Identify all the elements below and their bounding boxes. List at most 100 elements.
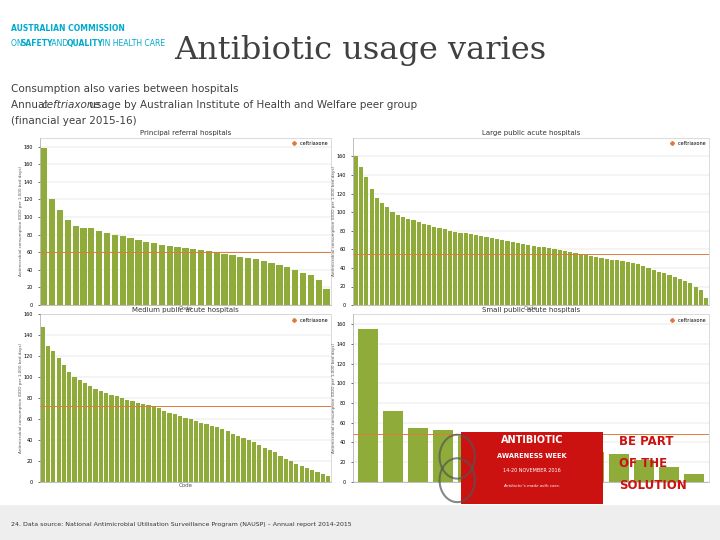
Bar <box>693 287 698 305</box>
Bar <box>57 210 63 305</box>
Bar <box>273 453 277 482</box>
Bar <box>189 419 193 482</box>
Bar <box>364 177 369 305</box>
Y-axis label: Antimicrobial consumption (DDD per 1,000 bed days): Antimicrobial consumption (DDD per 1,000… <box>332 343 336 453</box>
Bar <box>401 217 405 305</box>
Bar <box>559 450 579 482</box>
Text: OF THE: OF THE <box>619 457 667 470</box>
Bar <box>204 424 209 482</box>
Bar <box>417 222 420 305</box>
Bar <box>683 281 688 305</box>
Bar <box>199 423 203 482</box>
Bar <box>453 232 457 305</box>
Bar <box>406 219 410 305</box>
Bar <box>358 329 378 482</box>
Bar <box>464 233 468 305</box>
X-axis label: Code: Code <box>179 307 192 312</box>
Bar <box>584 255 588 305</box>
Bar <box>542 247 546 305</box>
Bar <box>647 268 651 305</box>
Bar <box>485 237 489 305</box>
Legend:   ceftriaxone: ceftriaxone <box>669 317 707 323</box>
Bar <box>190 249 197 305</box>
Bar <box>231 434 235 482</box>
Bar <box>261 261 267 305</box>
Bar <box>443 229 447 305</box>
Text: (financial year 2015-16): (financial year 2015-16) <box>11 116 136 126</box>
Bar <box>579 254 582 305</box>
Bar <box>222 254 228 305</box>
Bar <box>220 429 225 482</box>
Bar <box>573 253 577 305</box>
Bar <box>490 238 494 305</box>
Bar <box>480 237 483 305</box>
Bar <box>469 234 473 305</box>
Bar <box>610 260 614 305</box>
FancyBboxPatch shape <box>461 431 603 504</box>
Bar <box>621 261 624 305</box>
Bar <box>184 418 187 482</box>
Bar <box>166 246 173 305</box>
Bar <box>615 260 619 305</box>
Text: SOLUTION: SOLUTION <box>619 478 687 491</box>
Bar <box>182 248 189 305</box>
Bar <box>94 389 98 482</box>
Bar <box>135 240 142 305</box>
Bar <box>667 275 672 305</box>
Text: ANTIBIOTIC: ANTIBIOTIC <box>500 435 563 445</box>
Title: Small public acute hospitals: Small public acute hospitals <box>482 307 580 313</box>
Bar <box>120 398 124 482</box>
Bar <box>157 408 161 482</box>
Text: ceftriaxone: ceftriaxone <box>41 100 100 110</box>
Bar <box>678 279 682 305</box>
Bar <box>173 414 177 482</box>
Bar <box>672 277 677 305</box>
Bar <box>96 231 102 305</box>
Bar <box>83 383 87 482</box>
Bar <box>120 237 126 305</box>
Bar <box>292 270 298 305</box>
Bar <box>245 259 251 305</box>
Text: AWARENESS WEEK: AWARENESS WEEK <box>497 453 567 459</box>
Bar <box>206 251 212 305</box>
Bar <box>609 454 629 482</box>
Bar <box>552 249 557 305</box>
Bar <box>626 262 630 305</box>
Bar <box>276 266 282 305</box>
Bar <box>305 468 309 482</box>
Bar <box>432 227 436 305</box>
Y-axis label: Antimicrobial consumption (DDD per 1,000 bed days): Antimicrobial consumption (DDD per 1,000… <box>19 343 22 453</box>
Bar <box>141 404 145 482</box>
Bar <box>396 215 400 305</box>
Bar <box>300 273 306 305</box>
Bar <box>657 272 661 305</box>
Bar <box>168 413 171 482</box>
Bar <box>563 251 567 305</box>
Title: Medium public acute hospitals: Medium public acute hospitals <box>132 307 239 313</box>
Bar <box>521 244 526 305</box>
Bar <box>178 416 182 482</box>
Bar <box>88 387 92 482</box>
Bar <box>310 470 315 482</box>
Bar <box>40 327 45 482</box>
Bar <box>688 283 693 305</box>
Bar <box>698 290 703 305</box>
Bar <box>174 247 181 305</box>
Bar <box>198 249 204 305</box>
X-axis label: Code: Code <box>524 307 538 312</box>
Bar <box>151 244 157 305</box>
Bar <box>594 256 598 305</box>
Bar <box>531 246 536 305</box>
Text: QUALITY: QUALITY <box>67 39 104 48</box>
Bar <box>631 263 635 305</box>
Bar <box>269 263 275 305</box>
Bar <box>263 448 266 482</box>
Bar <box>634 460 654 482</box>
Bar <box>385 207 390 305</box>
Bar <box>247 440 251 482</box>
Text: Antibiotic's made with care.: Antibiotic's made with care. <box>503 484 560 488</box>
Bar <box>143 242 149 305</box>
Bar <box>88 228 94 305</box>
Bar <box>642 266 645 305</box>
Bar <box>547 248 552 305</box>
